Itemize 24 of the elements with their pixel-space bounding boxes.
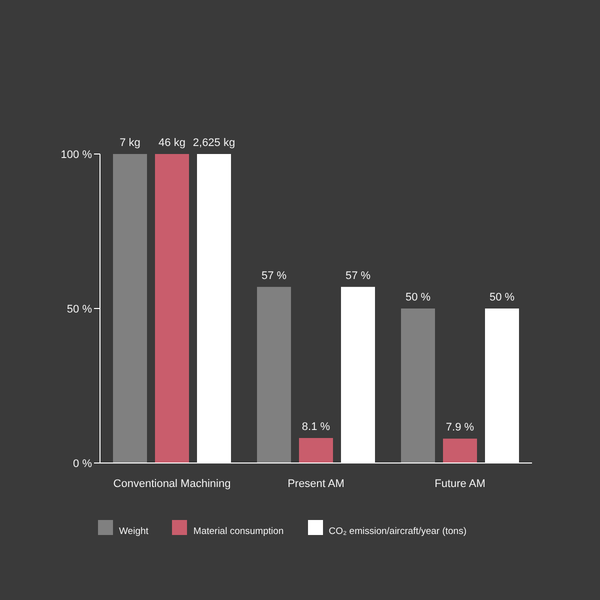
annotation: 46 kg [158, 137, 186, 149]
data-label: 50 % [489, 292, 515, 304]
y-tick-label: 0 % [73, 458, 92, 470]
annotation: 2,625 kg [192, 137, 236, 149]
bar [401, 308, 435, 463]
data-label: 8.1 % [302, 420, 330, 433]
data-label: 50 % [405, 292, 431, 304]
legend-label: Weight [119, 526, 148, 537]
data-label: 57 % [261, 270, 287, 282]
bar [299, 438, 333, 463]
bar [113, 154, 147, 463]
bar [155, 154, 189, 463]
legend-label: Material consumption [193, 526, 284, 537]
data-label: 7.9 % [446, 422, 474, 434]
legend-label: CO₂ emission/aircraft/year (tons) [328, 526, 466, 537]
data-label: 57 % [345, 270, 371, 282]
x-tick-label: Conventional Machining [113, 478, 231, 490]
annotation: 7 kg [120, 137, 140, 149]
y-tick-label: 50 % [66, 303, 92, 316]
x-tick-label: Present AM [288, 478, 344, 490]
x-tick-label: Future AM [434, 478, 486, 490]
y-tick-label: 100 % [60, 148, 92, 161]
bar [443, 438, 477, 463]
bar [257, 286, 291, 463]
